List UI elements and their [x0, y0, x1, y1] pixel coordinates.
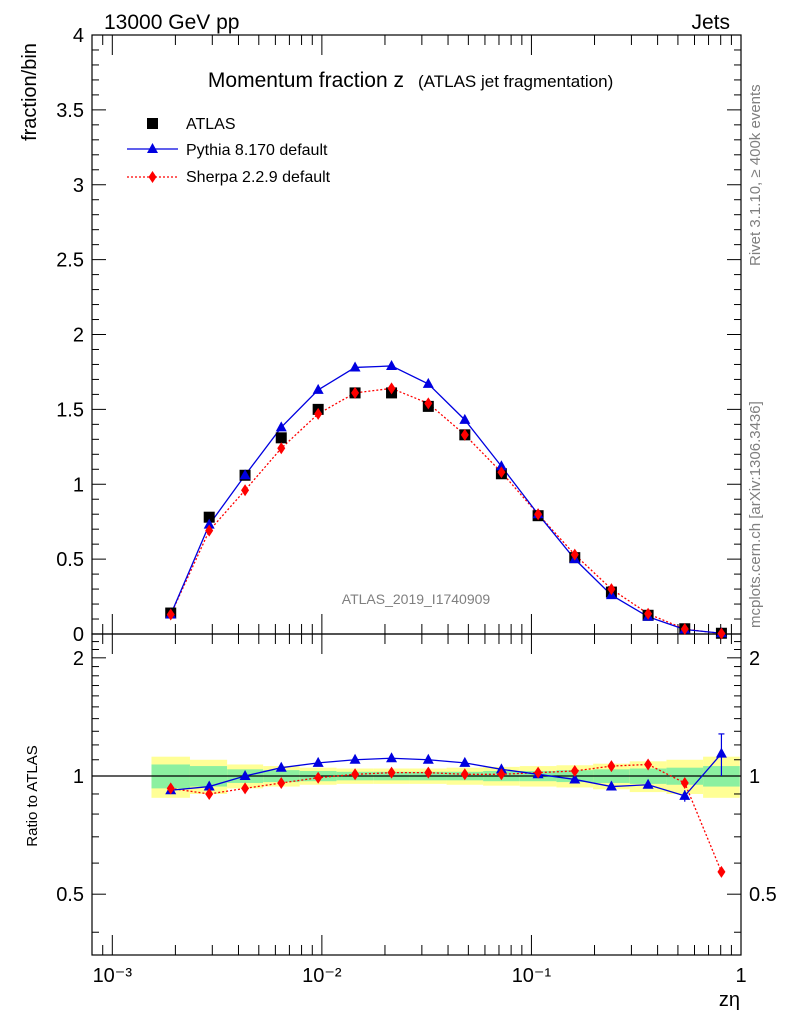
ratio-pythia-point — [239, 770, 251, 781]
pythia-point — [312, 383, 324, 394]
main-y-tick-label: 1.5 — [56, 399, 84, 421]
pythia-point — [495, 460, 507, 471]
legend-marker-pythia — [147, 143, 158, 153]
ratio-y-tick-label-left: 0.5 — [56, 884, 84, 906]
ratio-pythia-line — [170, 753, 722, 797]
sherpa-point — [680, 623, 689, 636]
main-y-tick-label: 4 — [73, 25, 84, 47]
ratio-sherpa-point — [570, 764, 579, 777]
ratio-sherpa-line — [170, 763, 723, 873]
ratio-sherpa-point — [497, 768, 506, 781]
ratio-sherpa-point — [717, 865, 726, 878]
main-y-tick-label: 3 — [73, 175, 84, 197]
pythia-point — [239, 469, 251, 480]
ratio-pythia-point — [349, 753, 361, 764]
ratio-sherpa-point — [607, 760, 616, 773]
ratio-pythia-point — [569, 773, 581, 784]
ratio-x-tick-label: 10⁻² — [302, 965, 342, 987]
sherpa-point — [241, 484, 250, 497]
ratio-sherpa-point — [277, 776, 286, 789]
ratio-sherpa-point — [460, 768, 469, 781]
side-label-mcplots: mcplots.cern.ch [arXiv:1306.3436] — [747, 401, 764, 628]
ratio-pythia-point — [642, 778, 654, 789]
main-y-tick-label: 2.5 — [56, 250, 84, 272]
legend-label-sherpa: Sherpa 2.2.9 default — [186, 169, 331, 186]
header-right: Jets — [691, 11, 730, 34]
legend: ATLAS Pythia 8.170 default Sherpa 2.2.9 … — [127, 116, 331, 186]
sherpa-point — [534, 508, 543, 521]
ratio-sherpa-point — [351, 768, 360, 781]
atlas-point — [275, 432, 287, 444]
ratio-x-tick-label: 1 — [735, 965, 746, 987]
ratio-xlabel: zη — [719, 989, 740, 1011]
legend-label-atlas: ATLAS — [186, 116, 236, 133]
sherpa-point — [424, 397, 433, 410]
sherpa-point — [277, 442, 286, 455]
chart-subtitle: (ATLAS jet fragmentation) — [418, 72, 613, 91]
ratio-sherpa-point — [387, 766, 396, 779]
pythia-point — [349, 361, 361, 372]
ratio-x-tick-label: 10⁻¹ — [512, 965, 552, 987]
watermark: ATLAS_2019_I1740909 — [342, 591, 491, 607]
legend-marker-sherpa — [148, 171, 157, 183]
ratio-pythia-point — [605, 780, 617, 791]
pythia-line — [170, 365, 722, 634]
sherpa-point — [351, 386, 360, 399]
legend-label-pythia: Pythia 8.170 default — [186, 142, 328, 159]
sherpa-point — [607, 583, 616, 596]
ratio-pythia-point — [386, 752, 398, 763]
sherpa-point — [570, 548, 579, 561]
main-y-tick-label: 2 — [73, 325, 84, 347]
pythia-point — [422, 377, 434, 388]
ratio-pythia-point — [459, 756, 471, 767]
ratio-sherpa-point — [680, 776, 689, 789]
pythia-point — [275, 421, 287, 432]
ratio-sherpa-point — [205, 787, 214, 800]
ratio-pythia-point — [275, 761, 287, 772]
header-left: 13000 GeV pp — [104, 11, 239, 34]
chart-title: Momentum fraction z — [208, 69, 404, 92]
main-y-tick-label: 3.5 — [56, 100, 84, 122]
ratio-y-tick-label-right: 0.5 — [749, 884, 777, 906]
ratio-pythia-point — [312, 756, 324, 767]
sherpa-point — [314, 407, 323, 420]
ratio-sherpa-point — [166, 782, 175, 795]
legend-marker-atlas — [147, 118, 158, 129]
ratio-sherpa-point — [314, 771, 323, 784]
pythia-point — [203, 518, 215, 529]
ratio-sherpa-point — [241, 782, 250, 795]
ratio-pythia-point — [715, 747, 727, 758]
chart-marks: 0 0.5 1 1.5 2 2.5 3 3.5 4 10⁻³ 10⁻² 10⁻¹ 1 0.5 0.5 1 1 2 2 — [56, 25, 777, 987]
ratio-sherpa-point — [424, 766, 433, 779]
ratio-x-tick-label: 10⁻³ — [93, 965, 133, 987]
sherpa-point — [205, 524, 214, 537]
ratio-pythia-point — [679, 789, 691, 800]
sherpa-point — [497, 466, 506, 479]
sherpa-point — [387, 382, 396, 395]
side-label-rivet: Rivet 3.1.10, ≥ 400k events — [747, 84, 764, 266]
ratio-y-tick-label-left: 1 — [73, 766, 84, 788]
main-y-tick-label: 1 — [73, 474, 84, 496]
ratio-frame — [91, 633, 742, 956]
sherpa-point — [644, 607, 653, 620]
atlas-point — [203, 511, 215, 523]
ratio-pythia-point — [203, 780, 215, 791]
sherpa-point — [717, 627, 726, 640]
main-y-tick-label: 0.5 — [56, 549, 84, 571]
ratio-pythia-point — [422, 753, 434, 764]
ratio-y-tick-label-right: 1 — [749, 766, 760, 788]
ratio-y-tick-label-right: 2 — [749, 648, 760, 670]
ratio-sherpa-point — [534, 766, 543, 779]
ratio-ylabel: Ratio to ATLAS — [24, 745, 41, 846]
pythia-point — [459, 413, 471, 424]
main-ylabel: fraction/bin — [19, 43, 41, 141]
ratio-y-tick-label-left: 2 — [73, 648, 84, 670]
sherpa-point — [166, 608, 175, 621]
ratio-sherpa-point — [644, 758, 653, 771]
sherpa-point — [460, 428, 469, 441]
pythia-point — [386, 359, 398, 370]
main-y-tick-label: 0 — [73, 624, 84, 646]
